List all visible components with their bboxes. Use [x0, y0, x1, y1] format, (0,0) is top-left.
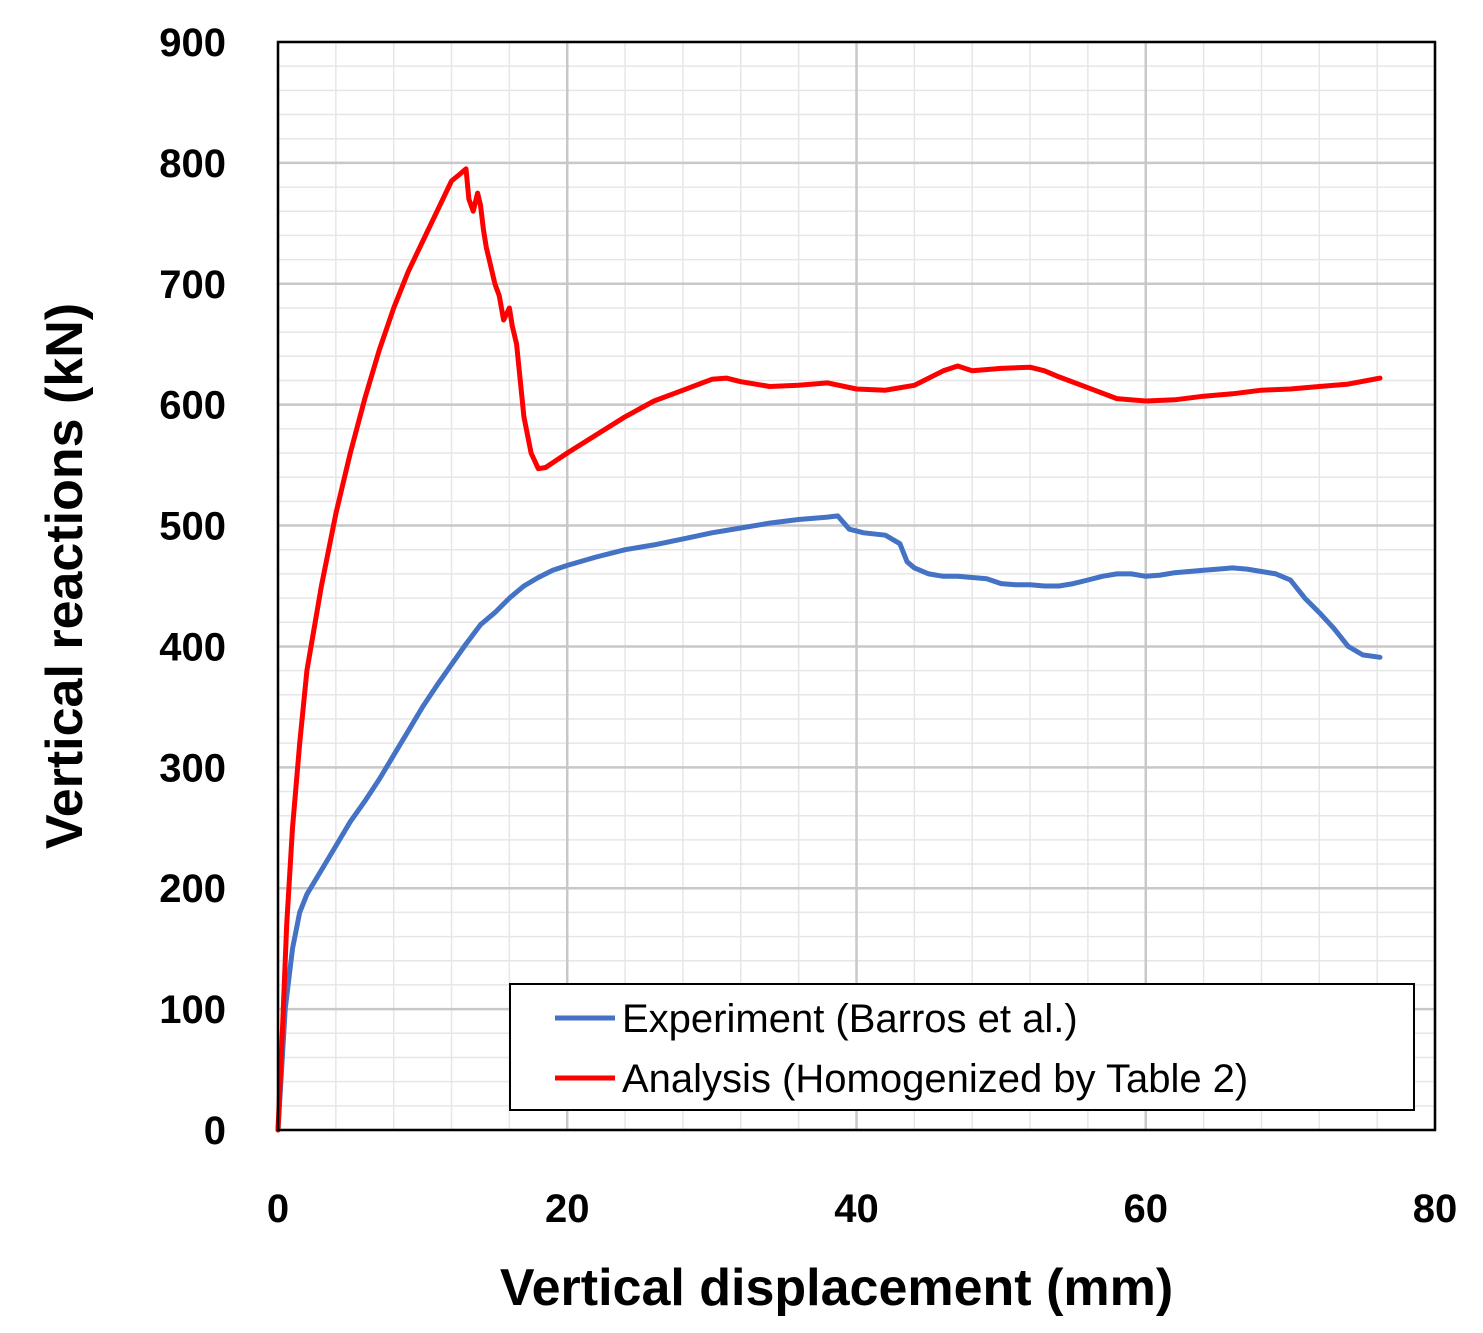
y-tick-label: 700 [159, 263, 226, 307]
y-tick-labels: 0 100 200 300 400 500 600 700 800 900 [159, 21, 226, 1153]
y-tick-label: 0 [204, 1109, 226, 1153]
y-tick-label: 200 [159, 867, 226, 911]
y-tick-label: 400 [159, 625, 226, 669]
x-tick-label: 80 [1413, 1187, 1458, 1231]
x-tick-label: 20 [545, 1187, 590, 1231]
series-line-experiment [275, 513, 1383, 1133]
plot-frame [276, 40, 1437, 1132]
y-tick-label: 100 [159, 988, 226, 1032]
legend-label-experiment: Experiment (Barros et al.) [622, 997, 1078, 1041]
x-axis-title: Vertical displacement (mm) [500, 1259, 1173, 1317]
y-tick-label: 900 [159, 21, 226, 65]
x-tick-label: 60 [1124, 1187, 1169, 1231]
x-tick-label: 40 [834, 1187, 879, 1231]
series-layer [275, 166, 1383, 1133]
legend: Experiment (Barros et al.) Analysis (Hom… [509, 983, 1415, 1111]
y-axis-title: Vertical reactions (kN) [36, 303, 94, 849]
y-tick-label: 800 [159, 142, 226, 186]
y-tick-label: 600 [159, 384, 226, 428]
y-tick-label: 500 [159, 505, 226, 549]
x-tick-label: 0 [267, 1187, 289, 1231]
series-line-analysis [275, 166, 1383, 1133]
y-tick-label: 300 [159, 746, 226, 790]
x-tick-labels: 0 20 40 60 80 [267, 1187, 1457, 1231]
legend-box [509, 983, 1415, 1111]
legend-label-analysis: Analysis (Homogenized by Table 2) [622, 1057, 1248, 1101]
